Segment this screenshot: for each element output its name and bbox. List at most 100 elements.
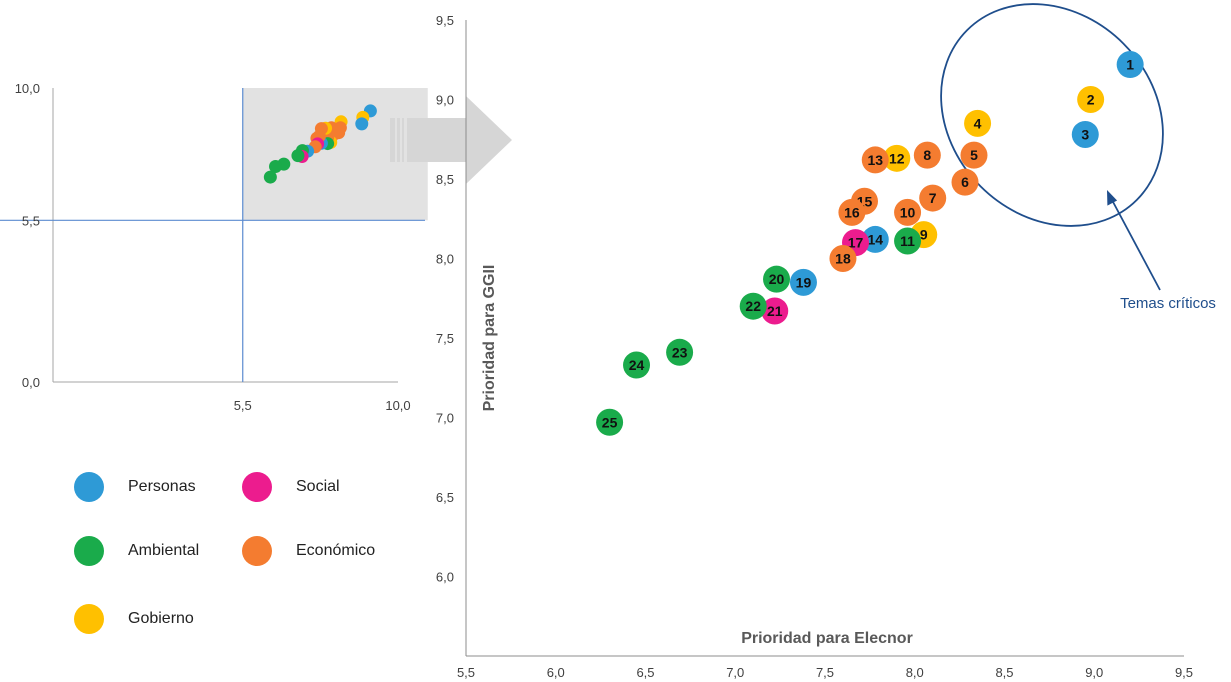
main-y-axis-title: Prioridad para GGII [481, 265, 498, 412]
main-x-tick-label: 7,0 [726, 665, 744, 680]
point-label-5: 5 [970, 147, 978, 163]
point-20-ambiental [763, 265, 791, 293]
zoom-arrow-stripe [397, 118, 400, 162]
overview-y-tick-label: 5,5 [22, 213, 40, 228]
point-11-ambiental [894, 227, 922, 255]
overview-x-tick-label: 5,5 [234, 398, 252, 413]
point-label-11: 11 [900, 233, 915, 249]
legend-item-social: Social [242, 472, 340, 502]
legend-label-economico: Económico [296, 542, 376, 559]
point-13-economico [861, 146, 889, 174]
point-5-economico [960, 141, 988, 169]
point-7-economico [919, 184, 947, 212]
legend-swatch-personas [74, 472, 104, 502]
main-y-tick-label: 9,5 [436, 13, 454, 28]
main-chart: 5,5 6,0 6,5 7,0 7,5 8,0 8,5 9,0 9,5 6,0 6,5 7,0 7,5 8… [436, 3, 1216, 680]
point-label-23: 23 [672, 344, 688, 360]
zoom-arrow-stripe [390, 118, 395, 162]
zoom-arrow-shape [407, 96, 512, 184]
legend: Personas Social Ambiental Económico Gobi… [74, 470, 434, 640]
point-label-6: 6 [961, 174, 969, 190]
overview-x-tick-label: 10,0 [385, 398, 410, 413]
main-x-tick-label: 7,5 [816, 665, 834, 680]
legend-label-ambiental: Ambiental [128, 542, 200, 559]
overview-y-tick-label: 10,0 [15, 81, 40, 96]
point-6-economico [951, 168, 979, 196]
point-16-economico [838, 198, 866, 226]
point-label-24: 24 [629, 357, 645, 373]
overview-point [263, 170, 277, 184]
legend-swatch-gobierno [74, 604, 104, 634]
main-y-tick-label: 6,0 [436, 570, 454, 585]
point-label-3: 3 [1081, 126, 1089, 142]
point-25-ambiental [596, 408, 624, 436]
main-y-tick-label: 8,0 [436, 252, 454, 267]
overview-y-tick-label: 0,0 [22, 375, 40, 390]
point-label-10: 10 [900, 204, 916, 220]
point-1-personas [1116, 51, 1144, 79]
legend-swatch-economico [242, 536, 272, 566]
point-10-economico [894, 198, 922, 226]
legend-item-ambiental: Ambiental [74, 536, 199, 566]
point-label-4: 4 [974, 115, 982, 131]
point-label-7: 7 [929, 190, 937, 206]
point-label-22: 22 [745, 298, 761, 314]
annotation-label: Temas críticos [1120, 295, 1216, 312]
main-x-tick-label: 9,5 [1175, 665, 1193, 680]
point-label-17: 17 [848, 235, 864, 251]
point-8-economico [913, 141, 941, 169]
legend-item-gobierno: Gobierno [74, 604, 194, 634]
point-label-12: 12 [889, 150, 905, 166]
point-label-13: 13 [867, 152, 883, 168]
main-y-tick-label: 7,5 [436, 331, 454, 346]
overview-point [269, 159, 283, 173]
point-3-personas [1071, 120, 1099, 148]
point-label-20: 20 [769, 271, 785, 287]
legend-swatch-ambiental [74, 536, 104, 566]
point-label-21: 21 [767, 303, 783, 319]
main-y-tick-label: 7,0 [436, 411, 454, 426]
legend-label-gobierno: Gobierno [128, 610, 194, 627]
point-4-gobierno [964, 109, 992, 137]
main-y-tick-label: 6,5 [436, 490, 454, 505]
critical-topics-ellipse [940, 3, 1164, 227]
overview-chart: 5,5 10,0 0,0 5,5 10,0 [0, 81, 428, 413]
overview-point [291, 149, 305, 163]
main-x-tick-label: 9,0 [1085, 665, 1103, 680]
main-x-axis-title: Prioridad para Elecnor [741, 630, 913, 647]
point-18-economico [829, 245, 857, 272]
point-label-19: 19 [796, 274, 812, 290]
annotation-arrow-line [1111, 199, 1161, 291]
zoom-arrow [390, 96, 512, 184]
point-2-gobierno [1077, 86, 1105, 113]
point-label-16: 16 [844, 204, 860, 220]
point-23-ambiental [666, 338, 694, 366]
point-22-ambiental [739, 292, 767, 320]
legend-swatch-social [242, 472, 272, 502]
overview-point [355, 117, 369, 131]
point-label-25: 25 [602, 414, 618, 430]
point-21-social [761, 297, 789, 325]
main-x-tick-label: 8,0 [906, 665, 924, 680]
annotation-arrowhead [1107, 190, 1118, 206]
point-label-9: 9 [920, 227, 928, 243]
point-19-personas [789, 268, 817, 296]
main-x-tick-label: 8,5 [995, 665, 1013, 680]
main-y-tick-label: 8,5 [436, 172, 454, 187]
point-label-1: 1 [1126, 57, 1134, 73]
point-12-gobierno [883, 144, 911, 172]
legend-label-social: Social [296, 478, 340, 495]
legend-item-personas: Personas [74, 472, 196, 502]
legend-label-personas: Personas [128, 478, 196, 495]
point-label-14: 14 [867, 231, 883, 247]
main-y-tick-label: 9,0 [436, 93, 454, 108]
main-x-tick-label: 6,0 [547, 665, 565, 680]
zoom-arrow-stripe [402, 118, 404, 162]
point-24-ambiental [623, 351, 651, 379]
main-x-tick-label: 5,5 [457, 665, 475, 680]
point-label-8: 8 [923, 147, 931, 163]
point-label-18: 18 [835, 251, 851, 267]
point-label-2: 2 [1087, 92, 1095, 108]
legend-item-economico: Económico [242, 536, 375, 566]
